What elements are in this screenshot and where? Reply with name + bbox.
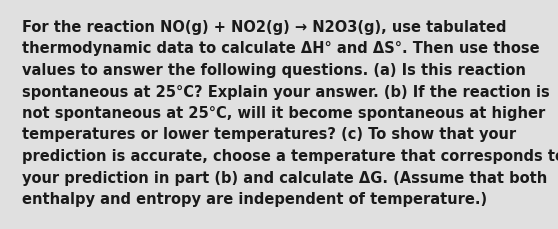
Text: spontaneous at 25°C? Explain your answer. (b) If the reaction is: spontaneous at 25°C? Explain your answer… xyxy=(22,84,550,99)
Text: prediction is accurate, choose a temperature that corresponds to: prediction is accurate, choose a tempera… xyxy=(22,148,558,163)
Text: For the reaction NO(g) + NO2(g) → N2O3(g), use tabulated: For the reaction NO(g) + NO2(g) → N2O3(g… xyxy=(22,20,507,35)
Text: not spontaneous at 25°C, will it become spontaneous at higher: not spontaneous at 25°C, will it become … xyxy=(22,106,545,120)
Text: values to answer the following questions. (a) Is this reaction: values to answer the following questions… xyxy=(22,63,526,78)
Text: enthalpy and entropy are independent of temperature.): enthalpy and entropy are independent of … xyxy=(22,191,487,206)
Text: temperatures or lower temperatures? (c) To show that your: temperatures or lower temperatures? (c) … xyxy=(22,127,516,142)
Text: your prediction in part (b) and calculate ΔG. (Assume that both: your prediction in part (b) and calculat… xyxy=(22,170,547,185)
Text: thermodynamic data to calculate ΔH° and ΔS°. Then use those: thermodynamic data to calculate ΔH° and … xyxy=(22,41,540,56)
